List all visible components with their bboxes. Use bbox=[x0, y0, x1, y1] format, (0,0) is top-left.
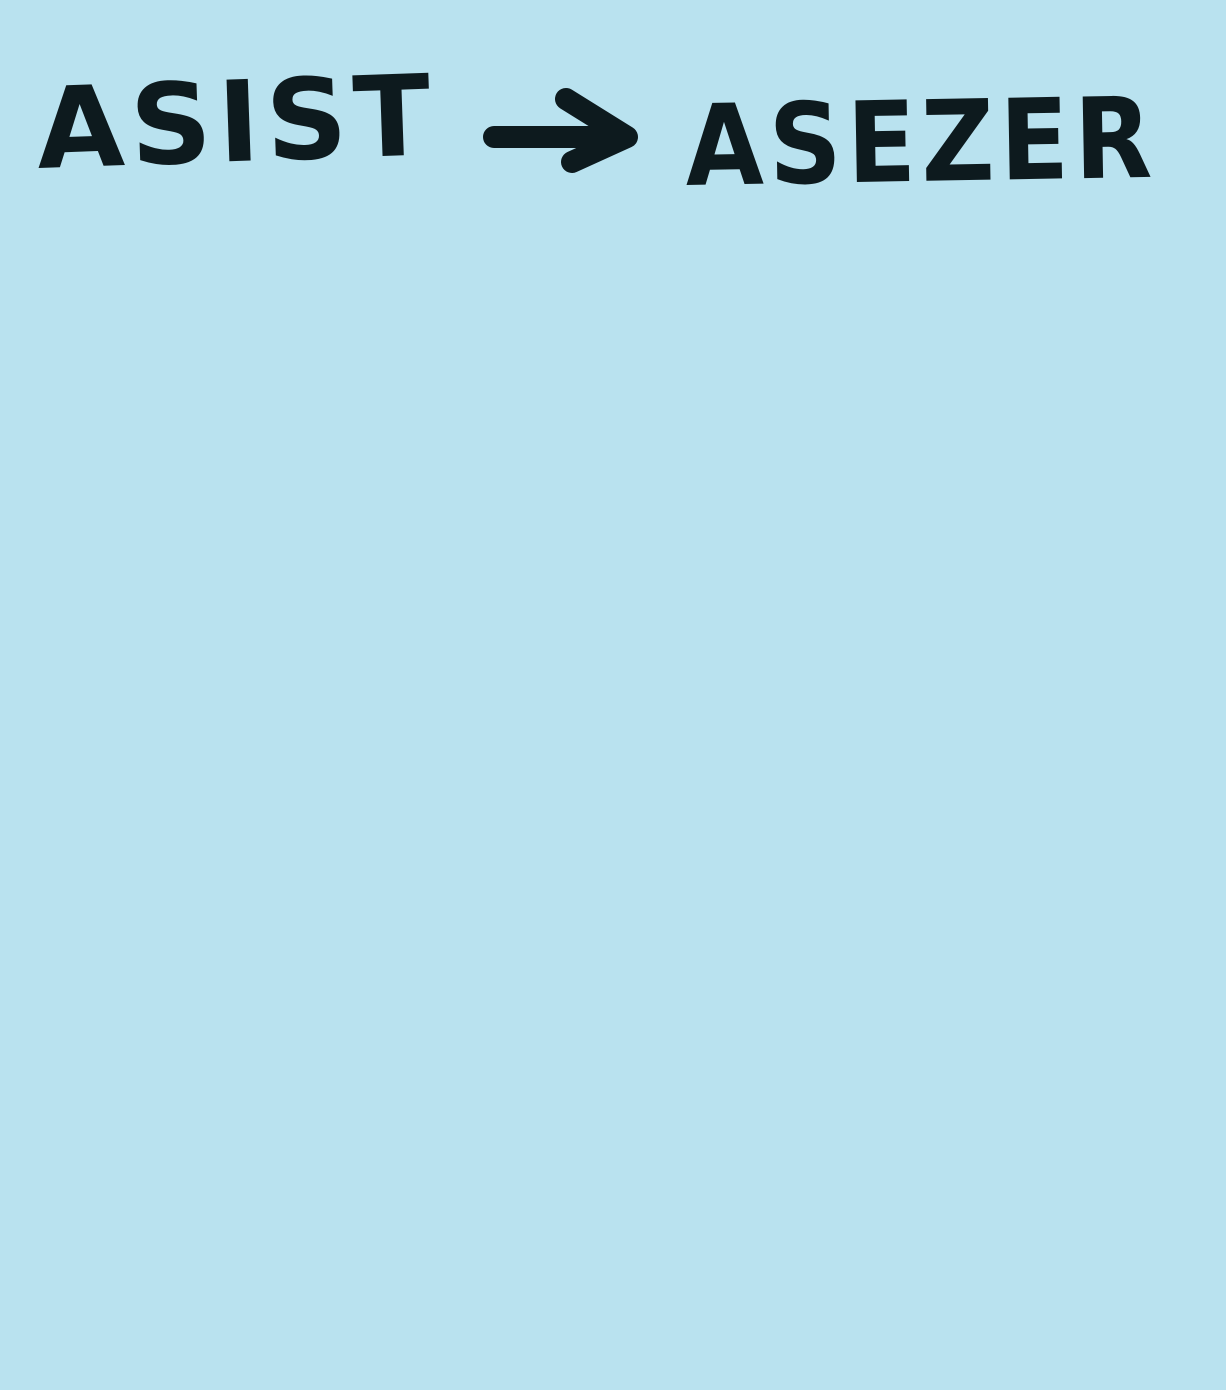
right-arrow-icon bbox=[483, 88, 638, 173]
word-after: ASEZER bbox=[684, 74, 1158, 212]
handwritten-line: ASIST ASEZER bbox=[34, 51, 1158, 212]
word-before: ASIST bbox=[34, 51, 438, 195]
